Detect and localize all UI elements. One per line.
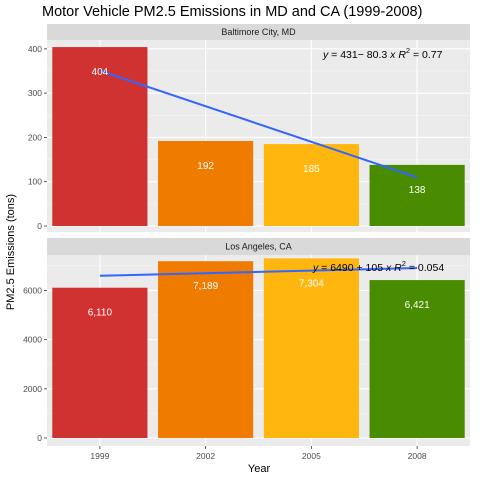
bar-2008 [369,280,465,438]
y-tick-label: 200 [28,132,42,142]
bar-value-label: 404 [92,67,109,78]
x-axis: 1999 2002 2005 2008 [90,446,427,461]
y-tick-label: 6000 [23,285,42,295]
y-axis-title: PM2.5 Emissions (tons) [5,194,17,310]
trend-line [99,69,418,179]
bar-value-label: 138 [409,185,426,196]
x-tick-label: 2008 [408,451,427,461]
x-tick-label: 1999 [90,451,109,461]
chart-title: Motor Vehicle PM2.5 Emissions in MD and … [42,4,422,20]
regression-equation: y = 431− 80.3 x R2 = 0.77 [322,46,443,61]
y-tick-label: 4000 [23,335,42,345]
facet-strip-label: Baltimore City, MD [221,27,296,37]
y-tick-label: 100 [28,177,42,187]
bar-1999 [52,47,148,227]
bar-value-label: 192 [197,161,214,172]
trend-line [99,267,418,277]
y-tick-label: 300 [28,88,42,98]
bar-value-label: 7,304 [299,278,324,289]
y-tick-label: 0 [37,221,42,231]
y-tick-label: 0 [37,433,42,443]
bar-2008 [369,164,465,226]
bar-2005 [263,144,359,226]
bar-value-label: 7,189 [193,281,218,292]
x-tick-label: 2002 [196,451,215,461]
bar-2002 [158,261,254,438]
facet-strip-label: Los Angeles, CA [225,242,292,252]
bar-value-label: 185 [303,164,320,175]
bar-2002 [158,140,254,226]
bar-value-label: 6,110 [88,308,113,319]
facet-strip [47,24,470,40]
x-axis-title: Year [248,463,271,475]
bar-value-label: 6,421 [405,300,430,311]
x-tick-label: 2005 [302,451,321,461]
facet-strip [47,238,470,255]
bar-1999 [52,287,148,438]
facet-panels: Baltimore City, MD 0 100 200 300 400 404 192 185… [23,24,470,446]
y-tick-label: 2000 [23,384,42,394]
regression-equation: y = 6490 + 105 x R2 = 0.054 [312,259,444,274]
bar-2005 [263,258,359,438]
y-tick-label: 400 [28,44,42,54]
